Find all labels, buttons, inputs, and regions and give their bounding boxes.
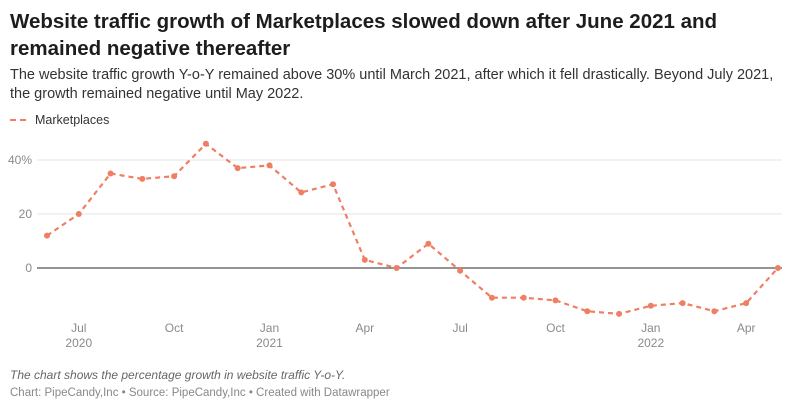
data-point <box>44 232 50 239</box>
x-tick-label: Jan <box>260 321 279 335</box>
x-tick-label: Jul <box>452 321 467 335</box>
y-tick-label: 40% <box>8 153 32 167</box>
y-tick-label: 20 <box>19 207 33 221</box>
y-tick-label: 0 <box>25 261 32 275</box>
data-point <box>647 302 654 309</box>
legend-swatch-dashed-line <box>10 119 26 121</box>
x-tick-label: Apr <box>737 321 756 335</box>
chart-subtitle: The website traffic growth Y-o-Y remaine… <box>10 67 774 102</box>
x-tick-label: Apr <box>355 321 374 335</box>
data-point <box>457 267 464 274</box>
chart-note: The chart shows the percentage growth in… <box>10 368 346 382</box>
data-point <box>520 294 527 301</box>
data-point <box>75 211 82 217</box>
data-point <box>298 189 305 196</box>
data-point <box>202 140 209 147</box>
data-point <box>774 265 781 271</box>
x-tick-year-label: 2022 <box>637 336 664 350</box>
chart-title: Website traffic growth of Marketplaces s… <box>10 10 718 60</box>
legend-label-marketplaces: Marketplaces <box>35 113 110 127</box>
data-point <box>234 165 241 172</box>
data-point <box>711 308 718 315</box>
x-tick-label: Oct <box>165 321 184 335</box>
data-point <box>616 310 623 317</box>
x-tick-label: Jan <box>641 321 660 335</box>
data-point <box>393 265 400 271</box>
x-tick-label: Oct <box>546 321 565 335</box>
data-point <box>425 240 432 247</box>
data-point <box>584 308 591 315</box>
series-line-marketplaces <box>46 142 779 315</box>
legend: Marketplaces <box>10 113 109 127</box>
data-point <box>679 300 686 307</box>
data-point <box>139 175 146 182</box>
data-point <box>488 294 495 301</box>
chart-credit: Chart: PipeCandy,Inc • Source: PipeCandy… <box>10 387 390 399</box>
x-tick-year-label: 2020 <box>65 336 92 350</box>
data-point <box>361 256 368 263</box>
series-marketplaces-points <box>44 140 781 317</box>
y-axis-ticks: 40% 20 0 <box>8 153 32 275</box>
x-tick-label: Jul <box>71 321 86 335</box>
data-point <box>107 170 114 177</box>
data-point <box>171 173 178 180</box>
series-marketplaces <box>46 142 779 315</box>
data-point <box>743 300 750 307</box>
data-point <box>330 181 337 188</box>
data-point <box>552 297 559 304</box>
x-tick-year-label: 2021 <box>256 336 283 350</box>
data-point <box>266 162 273 169</box>
gridlines <box>37 159 782 215</box>
